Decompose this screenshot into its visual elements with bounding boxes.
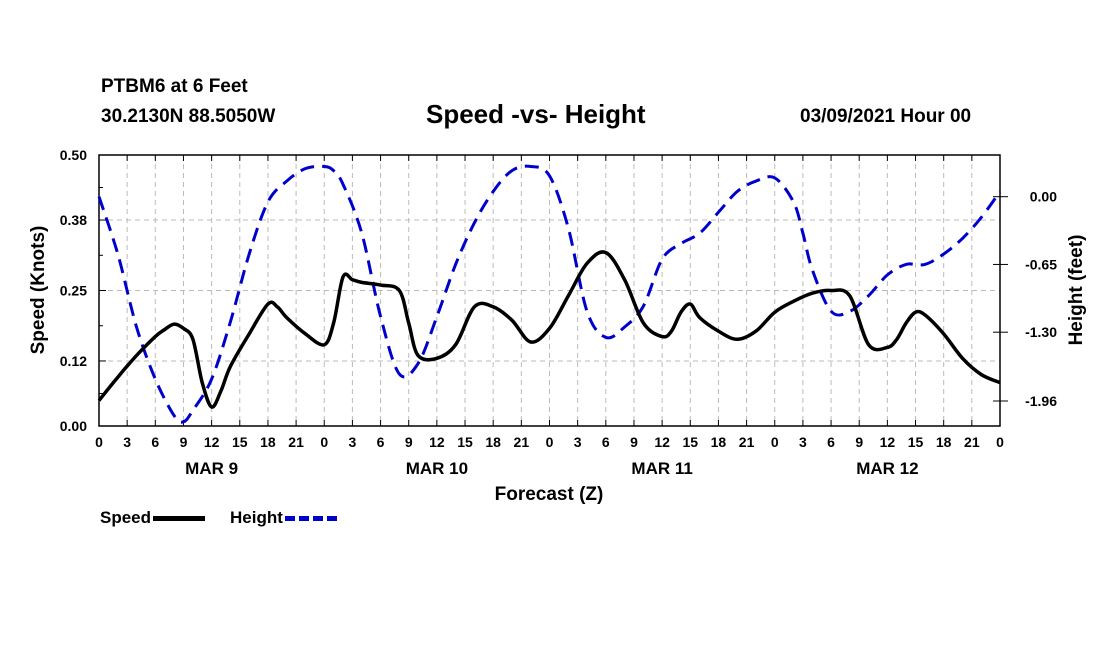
x-tick-label: 12 bbox=[880, 434, 896, 450]
y-axis-label: Speed (Knots) bbox=[28, 226, 49, 355]
y2-tick-label: -1.30 bbox=[1025, 324, 1057, 340]
x-tick-label: 15 bbox=[908, 434, 924, 450]
x-tick-label: 9 bbox=[630, 434, 638, 450]
x-tick-label: 6 bbox=[602, 434, 610, 450]
day-label: MAR 12 bbox=[856, 459, 918, 478]
forecast-timestamp: 03/09/2021 Hour 00 bbox=[800, 106, 972, 127]
x-tick-label: 12 bbox=[204, 434, 220, 450]
legend-height: Height bbox=[230, 508, 337, 528]
x-tick-label: 21 bbox=[288, 434, 304, 450]
y-tick-label: 0.00 bbox=[60, 418, 87, 434]
x-tick-label: 18 bbox=[936, 434, 952, 450]
legend-speed-swatch bbox=[153, 516, 206, 522]
x-tick-label: 12 bbox=[654, 434, 670, 450]
day-label: MAR 11 bbox=[631, 459, 692, 478]
y2-axis-label: Height (feet) bbox=[1066, 235, 1087, 346]
label-layer: Forecast (Z) Speed (Knots) Height (feet) bbox=[28, 226, 1087, 505]
x-tick-label: 9 bbox=[855, 434, 863, 450]
legend-speed: Speed bbox=[100, 508, 206, 528]
height-series-line bbox=[97, 164, 1002, 424]
y-tick-label: 0.12 bbox=[60, 353, 87, 369]
y2-tick-label: -1.96 bbox=[1025, 393, 1057, 409]
x-tick-label: 3 bbox=[123, 434, 131, 450]
station-label: PTBM6 at 6 Feet bbox=[101, 76, 248, 97]
x-tick-label: 0 bbox=[546, 434, 554, 450]
x-tick-label: 3 bbox=[349, 434, 357, 450]
x-tick-label: 21 bbox=[739, 434, 755, 450]
y-tick-label: 0.38 bbox=[60, 212, 87, 228]
x-tick-label: 0 bbox=[771, 434, 779, 450]
y-tick-label: 0.50 bbox=[60, 147, 87, 163]
y2-tick-label: 0.00 bbox=[1030, 189, 1057, 205]
x-tick-label: 6 bbox=[827, 434, 835, 450]
axis-layer: 0 3 6 9 12 15 18 21 0 3 6 9 12 15 18 21 0 3 6 9 12 15 18 21 0 3 6 9… bbox=[60, 147, 1057, 478]
y2-tick-label: -0.65 bbox=[1025, 256, 1057, 272]
x-tick-label: 12 bbox=[429, 434, 445, 450]
x-tick-label: 18 bbox=[260, 434, 276, 450]
x-tick-label: 9 bbox=[405, 434, 413, 450]
chart-title: Speed -vs- Height bbox=[426, 99, 646, 129]
legend-speed-label: Speed bbox=[100, 508, 152, 527]
x-tick-label: 6 bbox=[151, 434, 159, 450]
x-tick-label: 18 bbox=[485, 434, 501, 450]
x-tick-label: 15 bbox=[457, 434, 473, 450]
coordinates-label: 30.2130N 88.5050W bbox=[101, 106, 276, 127]
x-tick-label: 0 bbox=[95, 434, 103, 450]
y-tick-label: 0.25 bbox=[60, 283, 87, 299]
day-label: MAR 10 bbox=[406, 459, 468, 478]
series-layer bbox=[97, 164, 1002, 424]
x-tick-label: 21 bbox=[514, 434, 530, 450]
x-tick-label: 21 bbox=[964, 434, 980, 450]
x-tick-label: 3 bbox=[574, 434, 582, 450]
x-tick-label: 15 bbox=[682, 434, 698, 450]
x-axis-label: Forecast (Z) bbox=[495, 484, 604, 505]
grid-layer bbox=[99, 155, 1000, 426]
legend-height-swatch bbox=[284, 516, 337, 522]
x-tick-label: 6 bbox=[377, 434, 385, 450]
legend-height-label: Height bbox=[230, 508, 283, 527]
x-tick-label: 0 bbox=[320, 434, 328, 450]
x-tick-label: 15 bbox=[232, 434, 248, 450]
day-label: MAR 9 bbox=[185, 459, 238, 478]
speed-series-line bbox=[97, 250, 1001, 409]
x-tick-label: 18 bbox=[711, 434, 727, 450]
x-tick-label: 9 bbox=[180, 434, 188, 450]
x-tick-label: 0 bbox=[996, 434, 1004, 450]
x-tick-label: 3 bbox=[799, 434, 807, 450]
